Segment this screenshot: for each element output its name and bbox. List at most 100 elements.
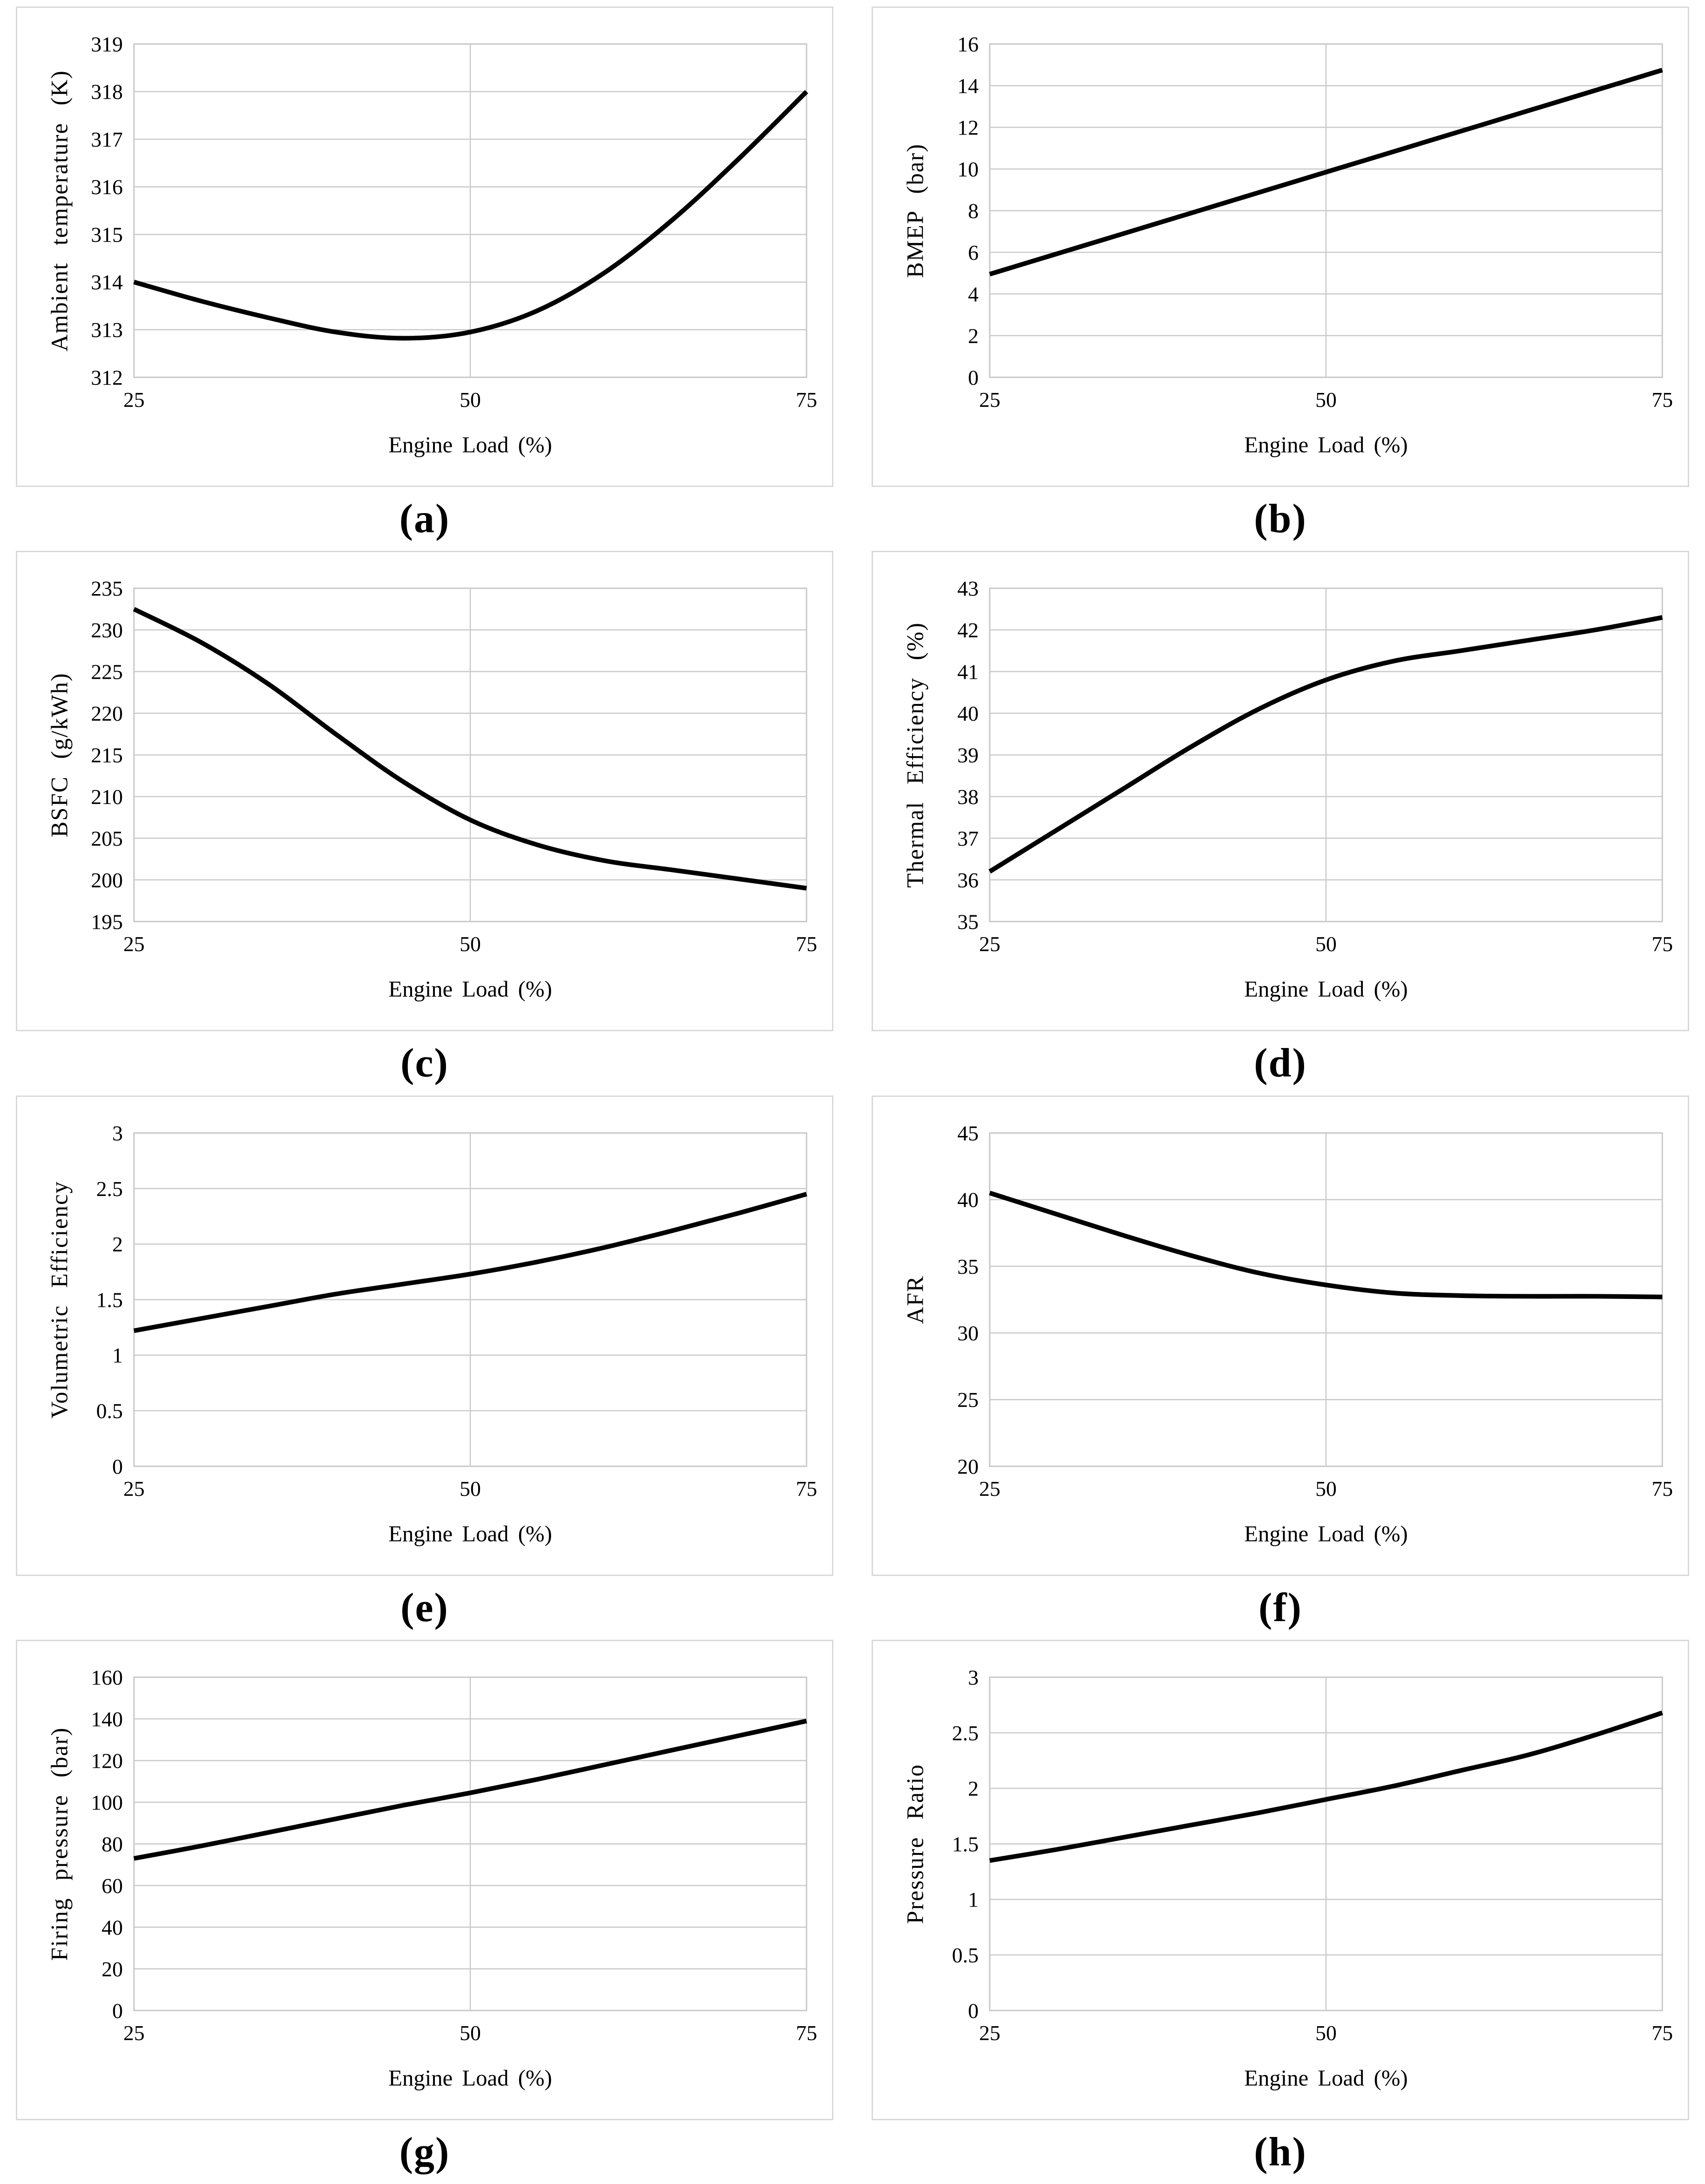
y-axis-title: BMEP (bar)	[902, 143, 928, 278]
panel-label-e: (e)	[400, 1585, 449, 1630]
y-tick-label: 2.5	[96, 1177, 123, 1200]
y-tick-label: 16	[957, 32, 979, 56]
plot-border	[989, 1676, 1663, 2011]
y-tick-label: 40	[957, 1188, 979, 1211]
y-tick-label: 2	[112, 1232, 123, 1256]
x-tick-label: 50	[1315, 932, 1337, 956]
y-tick-label: 30	[957, 1321, 979, 1345]
chart-background	[17, 1641, 832, 2119]
y-tick-label: 40	[957, 702, 979, 725]
chart-background	[873, 552, 1688, 1030]
x-tick-label: 25	[123, 2021, 145, 2045]
y-tick-label: 36	[957, 868, 979, 892]
data-series-line	[133, 1191, 807, 1333]
y-tick-label: 317	[91, 128, 123, 151]
y-tick-label: 10	[957, 157, 979, 181]
panel-label-f: (f)	[1258, 1585, 1302, 1630]
chart-thermal-efficiency: 35 36 37 38 39 40 41 42 43 25 50 75 Engine Load (%) T…	[872, 551, 1689, 1032]
chart-background	[873, 1641, 1688, 2119]
y-tick-label: 60	[101, 1874, 123, 1898]
y-tick-label: 220	[91, 702, 123, 725]
y-tick-label: 1.5	[96, 1288, 123, 1312]
chart-svg-volumetric-efficiency: 0 0.5 1 1.5 2 2.5 3 25 50 75 Engine Load (%) Volume…	[17, 1096, 832, 1575]
x-tick-label: 75	[796, 1477, 817, 1501]
chart-svg-firing-pressure: 0 20 40 60 80 100 120 140 160 25 50 75 Engine Load (…	[17, 1641, 832, 2119]
chart-background	[873, 1096, 1688, 1575]
y-tick-label: 318	[91, 80, 123, 104]
y-tick-label: 120	[91, 1749, 123, 1772]
y-tick-label: 205	[91, 827, 123, 851]
chart-bmep: 0 2 4 6 8 10 12 14 16 25 50 75 Engine Load (%) BMEP (…	[872, 7, 1689, 487]
x-tick-label: 75	[796, 2021, 817, 2045]
y-axis-title: BSFC (g/kWh)	[46, 673, 72, 838]
y-tick-label: 200	[91, 868, 123, 892]
y-tick-label: 0	[968, 365, 979, 389]
data-series-line	[988, 615, 1663, 874]
y-tick-label: 140	[91, 1707, 123, 1731]
data-series-line	[989, 1710, 1663, 1863]
y-tick-label: 6	[968, 241, 979, 264]
x-axis-title: Engine Load (%)	[1244, 432, 1408, 457]
y-tick-label: 20	[101, 1957, 123, 1981]
x-tick-label: 75	[796, 932, 817, 956]
y-tick-label: 1	[968, 1887, 979, 1911]
y-tick-label: 160	[91, 1665, 123, 1689]
plot-border	[989, 43, 1663, 378]
y-tick-label: 4	[968, 282, 979, 306]
x-tick-label: 75	[796, 388, 817, 412]
y-tick-label: 40	[101, 1915, 123, 1939]
chart-pressure-ratio: 0 0.5 1 1.5 2 2.5 3 25 50 75 Engine Load (%) Pressu…	[872, 1639, 1689, 2120]
y-axis-title: Ambient temperature (K)	[46, 70, 72, 352]
x-tick-label: 75	[1651, 2021, 1673, 2045]
y-tick-label: 2.5	[952, 1721, 979, 1745]
x-tick-label: 50	[460, 2021, 481, 2045]
y-axis-title: Thermal Efficiency (%)	[902, 622, 928, 888]
x-axis-title: Engine Load (%)	[1244, 1521, 1408, 1546]
panel-label-b: (b)	[1254, 496, 1307, 541]
chart-svg-pressure-ratio: 0 0.5 1 1.5 2 2.5 3 25 50 75 Engine Load (%) Pressu…	[873, 1641, 1688, 2119]
x-axis-title: Engine Load (%)	[1244, 2065, 1408, 2090]
panel-a: 312 313 314 315 316 317 318 319 25 50 75 Engine Loa…	[16, 7, 833, 551]
panel-h: 0 0.5 1 1.5 2 2.5 3 25 50 75 Engine Load (%) Pressu…	[872, 1639, 1689, 2184]
y-tick-label: 80	[101, 1832, 123, 1856]
y-tick-label: 0.5	[96, 1399, 123, 1422]
y-tick-label: 3	[968, 1665, 979, 1689]
x-axis-title: Engine Load (%)	[388, 432, 552, 457]
panel-f: 20 25 30 35 40 45 25 50 75 Engine Load (%) AFR (f)	[872, 1095, 1689, 1640]
panel-c: 195 200 205 210 215 220 225 230 235 25 50 75 Engine …	[16, 551, 833, 1095]
y-tick-label: 2	[968, 1777, 979, 1800]
x-tick-label: 50	[1315, 388, 1337, 412]
y-axis-title: Pressure Ratio	[902, 1764, 928, 1924]
y-tick-label: 42	[957, 618, 979, 642]
y-tick-label: 35	[957, 910, 979, 934]
chart-background	[17, 552, 832, 1030]
chart-svg-bmep: 0 2 4 6 8 10 12 14 16 25 50 75 Engine Load (%) BMEP (…	[873, 8, 1688, 486]
x-tick-label: 25	[123, 932, 145, 956]
y-tick-label: 37	[957, 827, 979, 851]
y-tick-label: 41	[957, 660, 979, 684]
y-tick-label: 210	[91, 785, 123, 809]
chart-background	[873, 8, 1688, 486]
chart-ambient-temperature: 312 313 314 315 316 317 318 319 25 50 75 Engine Loa…	[16, 7, 833, 487]
plot-border	[133, 588, 807, 923]
chart-background	[17, 1096, 832, 1575]
y-tick-label: 25	[957, 1388, 979, 1412]
y-tick-label: 1	[112, 1343, 123, 1367]
y-tick-label: 315	[91, 223, 123, 247]
x-tick-label: 25	[979, 2021, 1001, 2045]
y-tick-label: 0	[112, 1999, 123, 2022]
chart-svg-bsfc: 195 200 205 210 215 220 225 230 235 25 50 75 Engine …	[17, 552, 832, 1030]
panel-e: 0 0.5 1 1.5 2 2.5 3 25 50 75 Engine Load (%) Volume…	[16, 1095, 833, 1640]
panel-label-h: (h)	[1254, 2129, 1307, 2175]
x-tick-label: 25	[979, 932, 1001, 956]
y-tick-label: 225	[91, 660, 123, 684]
data-series-line	[989, 68, 1663, 277]
plot-border	[133, 1132, 807, 1467]
y-tick-label: 39	[957, 744, 979, 767]
chart-background	[17, 8, 832, 486]
data-series-line	[989, 1190, 1663, 1299]
y-tick-label: 45	[957, 1121, 979, 1145]
x-tick-label: 50	[460, 388, 481, 412]
